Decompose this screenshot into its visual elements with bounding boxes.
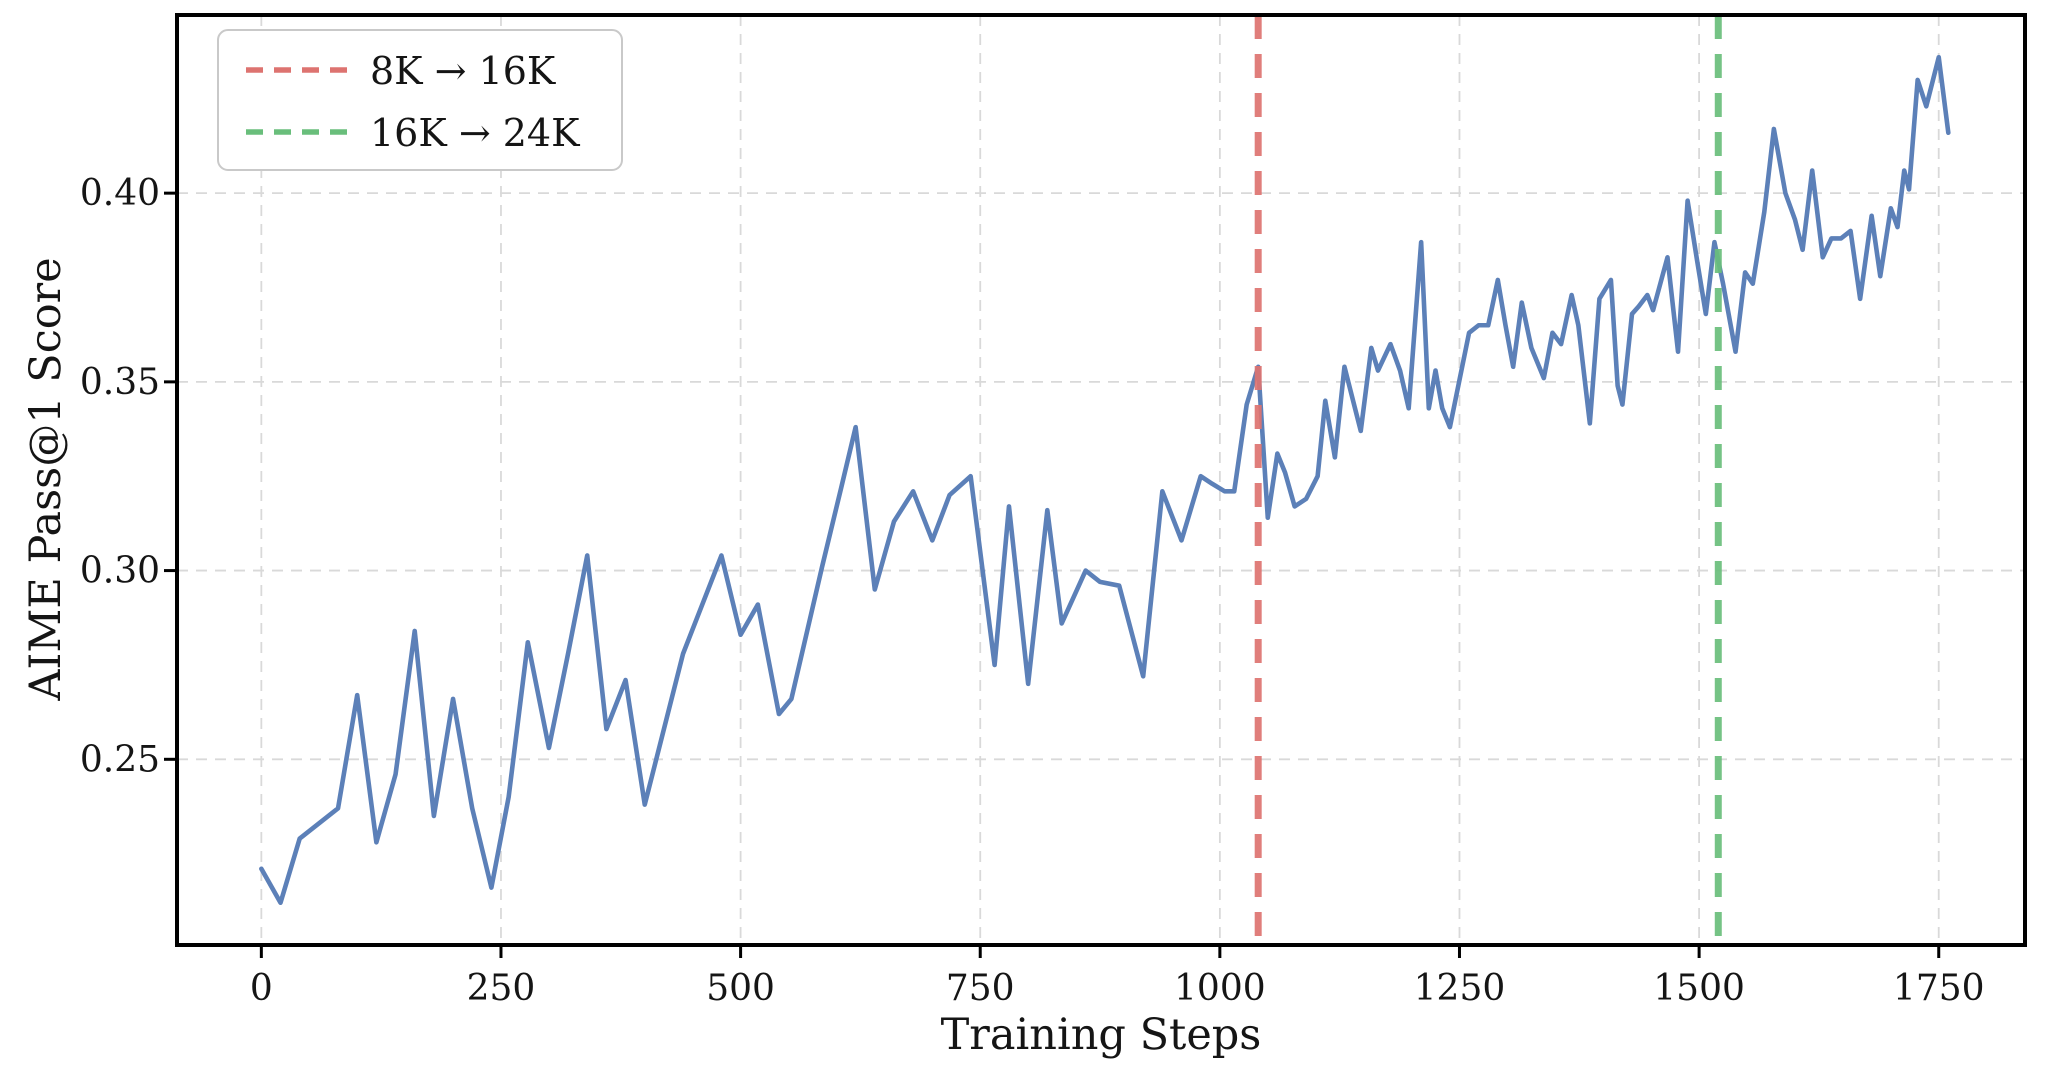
legend-box	[217, 29, 623, 171]
x-tick-label: 500	[706, 968, 775, 1009]
x-tick-label: 250	[467, 968, 536, 1009]
y-axis-title: AIME Pass@1 Score	[21, 257, 71, 701]
plot-border	[175, 13, 2027, 947]
x-tick-label: 1250	[1414, 968, 1506, 1009]
x-tick-label: 750	[946, 968, 1015, 1009]
y-tick-label: 0.35	[80, 362, 160, 403]
data-series-line	[259, 54, 1951, 906]
x-axis-title: Training Steps	[940, 1010, 1262, 1060]
x-tick-label: 1500	[1653, 968, 1745, 1009]
x-tick-label: 0	[250, 968, 273, 1009]
x-tick-label: 1750	[1893, 968, 1985, 1009]
legend-label-16k-24k: 16K → 24K	[370, 111, 580, 155]
legend-label-8k-16k: 8K → 16K	[370, 49, 556, 93]
y-tick-label: 0.30	[80, 551, 160, 592]
x-tick-label: 1000	[1174, 968, 1266, 1009]
y-tick-label: 0.40	[80, 173, 160, 214]
y-tick-label: 0.25	[80, 739, 160, 780]
legend: 8K → 16K 16K → 24K	[217, 29, 623, 171]
